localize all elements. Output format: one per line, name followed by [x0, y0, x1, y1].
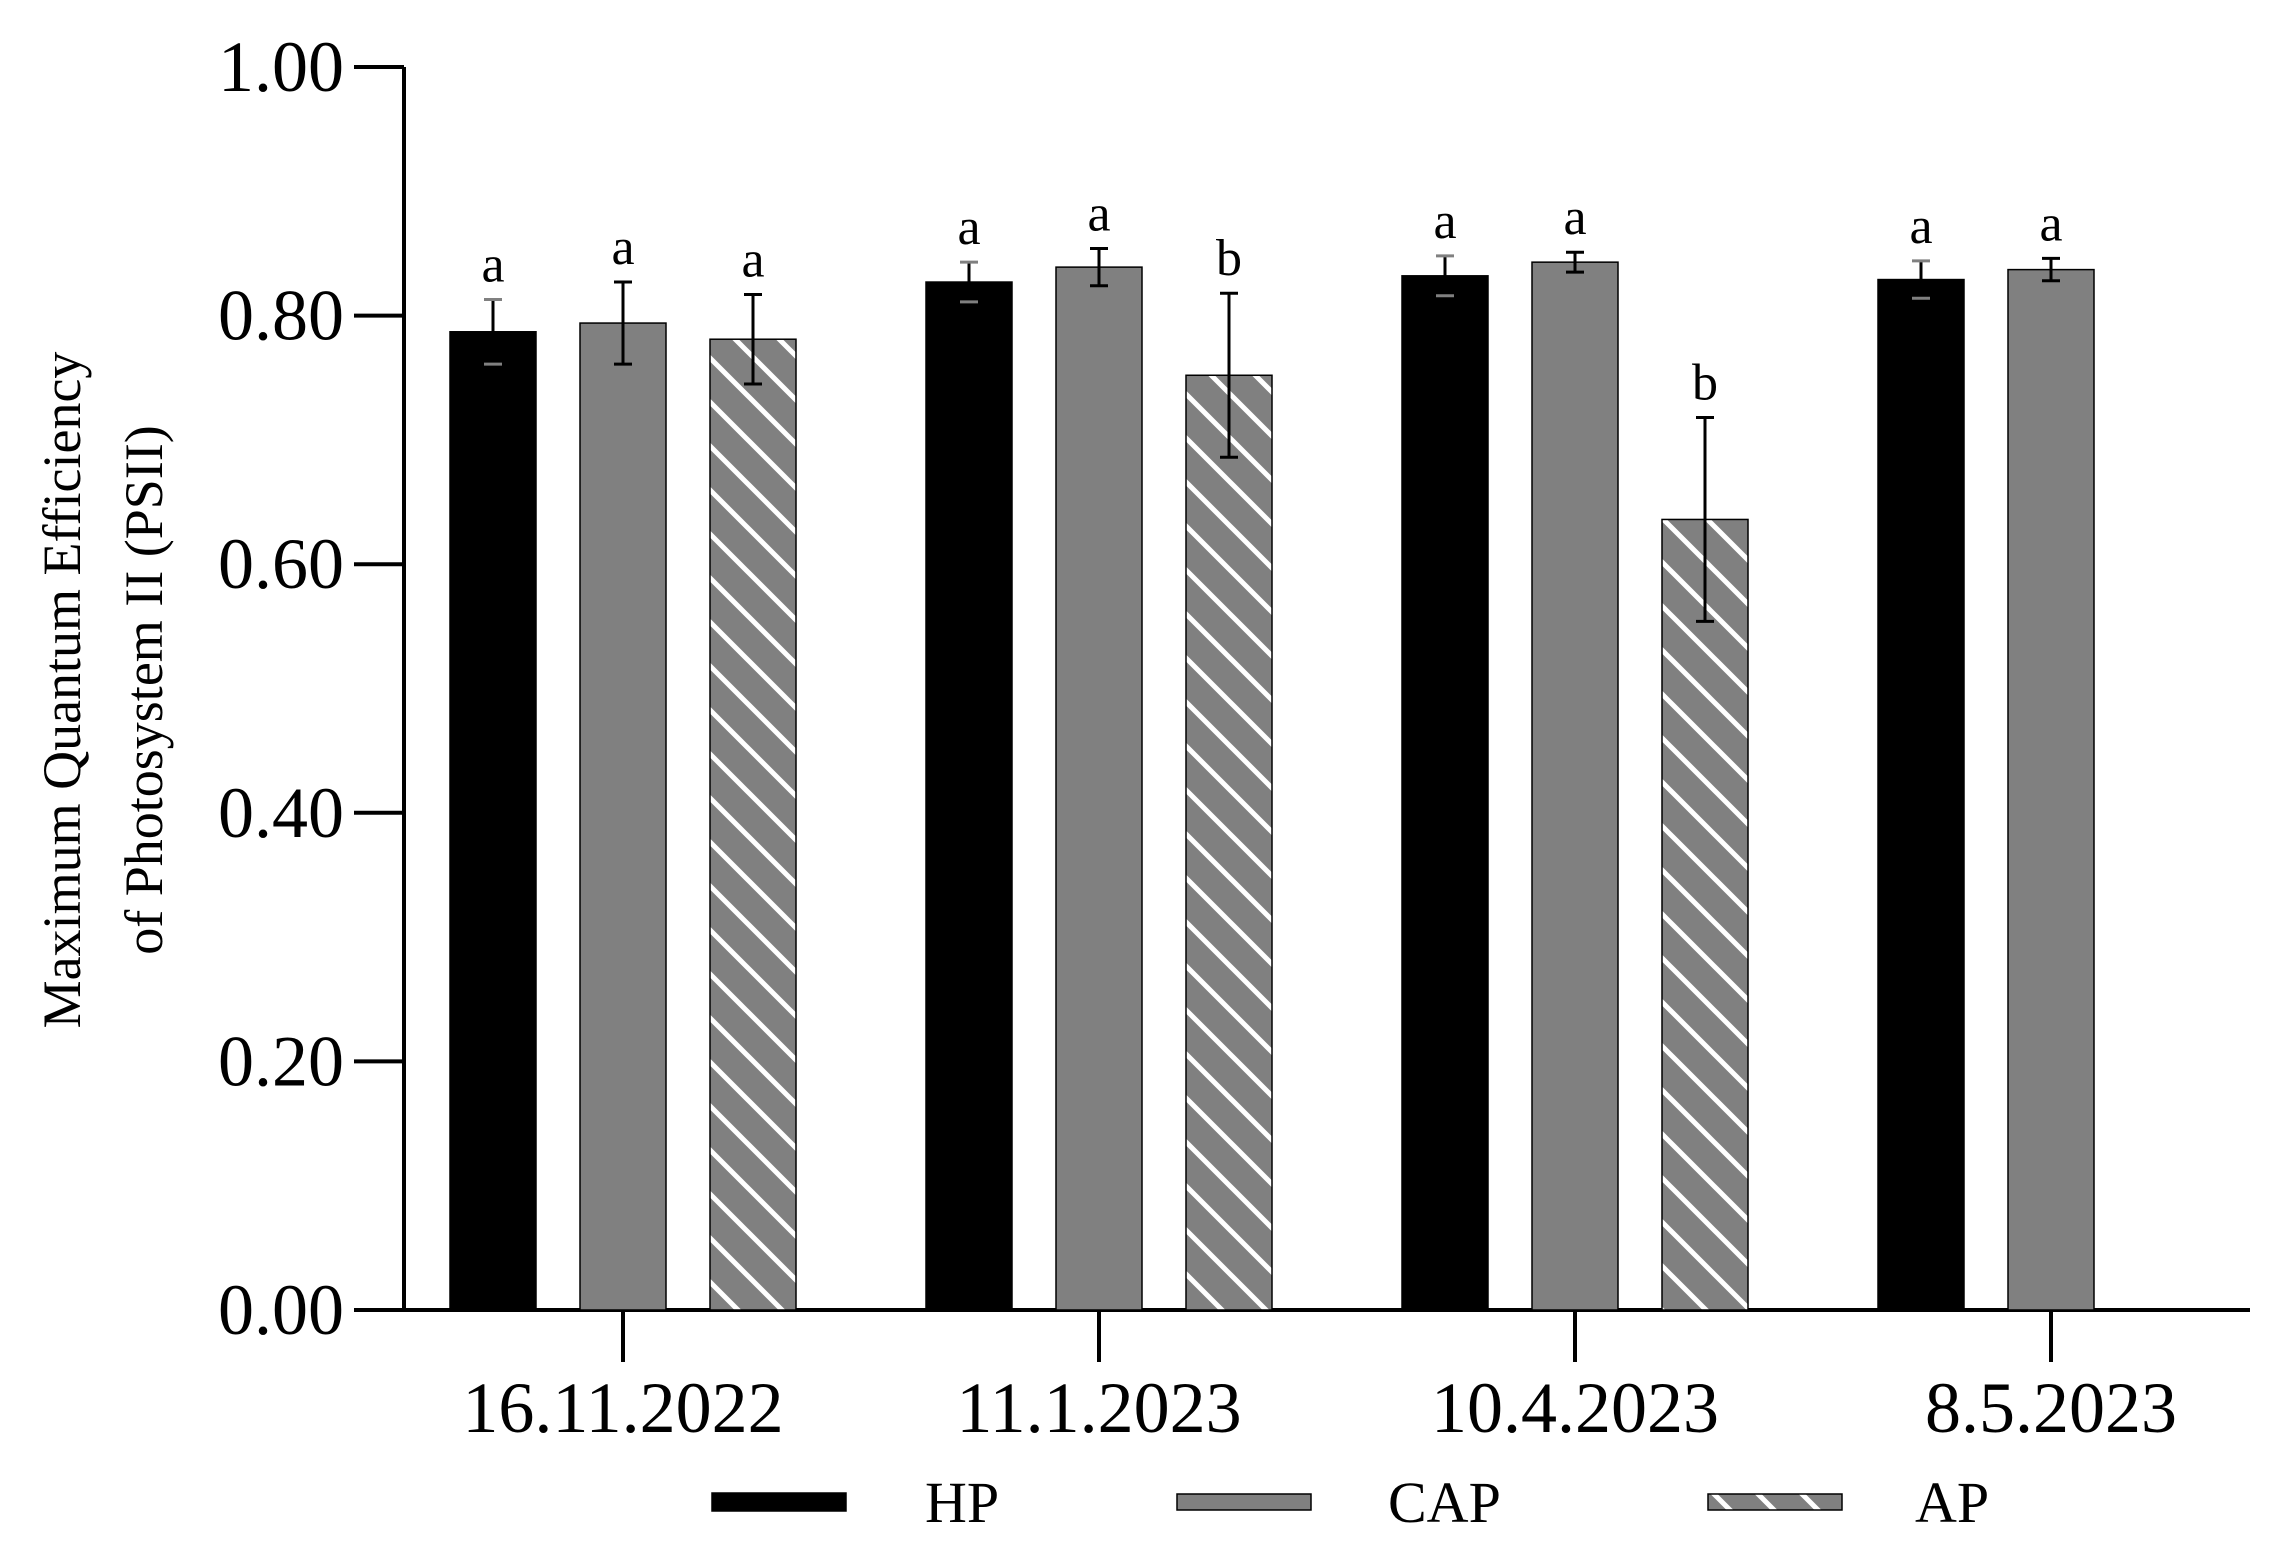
significance-letter: a — [957, 199, 980, 256]
bar-ap — [709, 338, 797, 1311]
bar-hp — [1401, 275, 1489, 1311]
significance-letter: a — [1909, 198, 1932, 255]
bar-ap — [1661, 518, 1749, 1311]
y-tick-label: 0.80 — [218, 276, 344, 356]
error-bar — [484, 297, 502, 366]
significance-letter: a — [1087, 185, 1110, 242]
error-bar — [744, 292, 762, 386]
x-axis: 16.11.2022 11.1.2023 10.4.2023 8.5.2023 — [404, 1308, 2250, 1448]
y-tick-label: 1.00 — [218, 27, 344, 107]
error-bar — [1566, 250, 1584, 274]
significance-letter: a — [611, 219, 634, 276]
x-tick-label: 16.11.2022 — [462, 1368, 783, 1448]
bar-cap — [579, 322, 667, 1311]
legend-swatch-cap — [1176, 1493, 1312, 1511]
error-bar — [1436, 254, 1454, 298]
y-tick-label: 0.60 — [218, 524, 344, 604]
legend: HP CAP AP — [711, 1470, 1989, 1535]
significance-letter: a — [741, 231, 764, 288]
legend-label-ap: AP — [1915, 1470, 1989, 1535]
error-bar — [614, 280, 632, 366]
x-tick-label: 10.4.2023 — [1431, 1368, 1719, 1448]
y-tick-label: 0.00 — [218, 1270, 344, 1350]
y-axis-label-line-1: Maximum Quantum Efficiency — [32, 352, 92, 1029]
error-bars — [484, 246, 2060, 623]
bar-hp — [925, 281, 1013, 1311]
significance-letters: a a a a a b a a b a a — [481, 185, 2062, 411]
legend-swatch-ap — [1707, 1493, 1843, 1511]
significance-letter: b — [1216, 230, 1242, 287]
y-axis: 0.00 0.20 0.40 0.60 0.80 1.00 — [218, 27, 406, 1350]
bar-cap — [2007, 268, 2095, 1311]
legend-label-cap: CAP — [1388, 1470, 1501, 1535]
significance-letter: a — [481, 236, 504, 293]
bar-cap — [1531, 261, 1619, 1311]
y-axis-label: Maximum Quantum Efficiency of Photosyste… — [32, 352, 174, 1029]
error-bar — [1220, 291, 1238, 459]
x-tick-label: 11.1.2023 — [956, 1368, 1241, 1448]
bar-ap — [1185, 374, 1273, 1311]
y-tick-label: 0.40 — [218, 773, 344, 853]
error-bar — [960, 260, 978, 304]
bar-cap — [1055, 266, 1143, 1311]
error-bar — [1696, 416, 1714, 623]
y-tick-label: 0.20 — [218, 1021, 344, 1101]
bars — [449, 261, 2095, 1311]
significance-letter: a — [1433, 193, 1456, 250]
x-tick-label: 8.5.2023 — [1925, 1368, 2177, 1448]
bar-hp — [1877, 278, 1965, 1311]
error-bar — [1090, 246, 1108, 288]
error-bar — [1912, 259, 1930, 300]
significance-letter: a — [2039, 195, 2062, 252]
significance-letter: b — [1692, 355, 1718, 412]
y-axis-label-line-2: of Photosystem II (PSII) — [114, 425, 174, 954]
legend-swatch-hp — [711, 1492, 847, 1512]
significance-letter: a — [1563, 189, 1586, 246]
error-bar — [2042, 256, 2060, 283]
bar-hp — [449, 331, 537, 1311]
legend-label-hp: HP — [925, 1470, 999, 1535]
